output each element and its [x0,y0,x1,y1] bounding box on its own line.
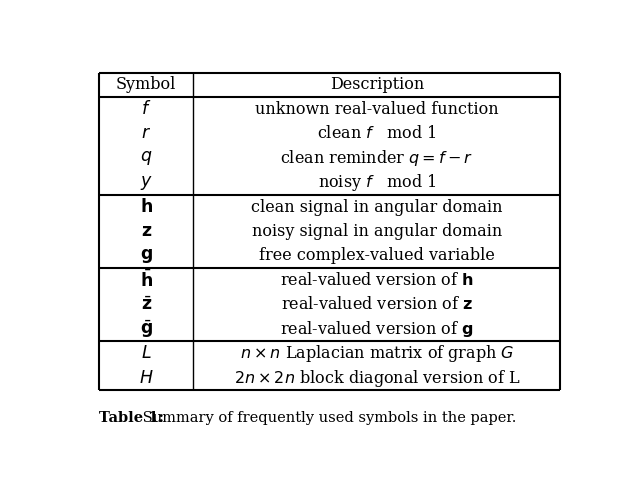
Text: Summary of frequently used symbols in the paper.: Summary of frequently used symbols in th… [138,411,516,425]
Text: real-valued version of $\mathbf{z}$: real-valued version of $\mathbf{z}$ [281,296,473,313]
Text: real-valued version of $\mathbf{h}$: real-valued version of $\mathbf{h}$ [280,272,474,289]
Text: Table 1:: Table 1: [99,411,164,425]
Text: clean signal in angular domain: clean signal in angular domain [251,199,502,216]
Text: noisy $f$   mod 1: noisy $f$ mod 1 [317,172,436,193]
Text: $L$: $L$ [141,345,152,362]
Text: free complex-valued variable: free complex-valued variable [259,247,495,264]
Text: $\bar{\mathbf{z}}$: $\bar{\mathbf{z}}$ [141,296,152,314]
Text: noisy signal in angular domain: noisy signal in angular domain [252,223,502,240]
Text: $H$: $H$ [139,370,154,387]
Text: $q$: $q$ [140,149,152,167]
Text: unknown real-valued function: unknown real-valued function [255,101,499,118]
Text: Description: Description [330,76,424,94]
Text: Symbol: Symbol [116,76,176,94]
Text: $\bar{\mathbf{h}}$: $\bar{\mathbf{h}}$ [140,270,152,291]
Text: $n \times n$ Laplacian matrix of graph $G$: $n \times n$ Laplacian matrix of graph $… [239,343,514,364]
Text: clean reminder $q = f - r$: clean reminder $q = f - r$ [280,148,474,168]
Text: $\mathbf{z}$: $\mathbf{z}$ [141,223,152,240]
Text: clean $f$   mod 1: clean $f$ mod 1 [317,125,436,142]
Text: $y$: $y$ [140,174,152,191]
Text: $r$: $r$ [141,125,151,142]
Text: $\mathbf{h}$: $\mathbf{h}$ [140,198,152,216]
Text: $\mathbf{g}$: $\mathbf{g}$ [140,247,152,265]
Text: $\bar{\mathbf{g}}$: $\bar{\mathbf{g}}$ [140,318,152,340]
Text: $2n \times 2n$ block diagonal version of L: $2n \times 2n$ block diagonal version of… [234,368,520,389]
Text: $f$: $f$ [141,100,151,118]
Text: real-valued version of $\mathbf{g}$: real-valued version of $\mathbf{g}$ [280,319,474,339]
